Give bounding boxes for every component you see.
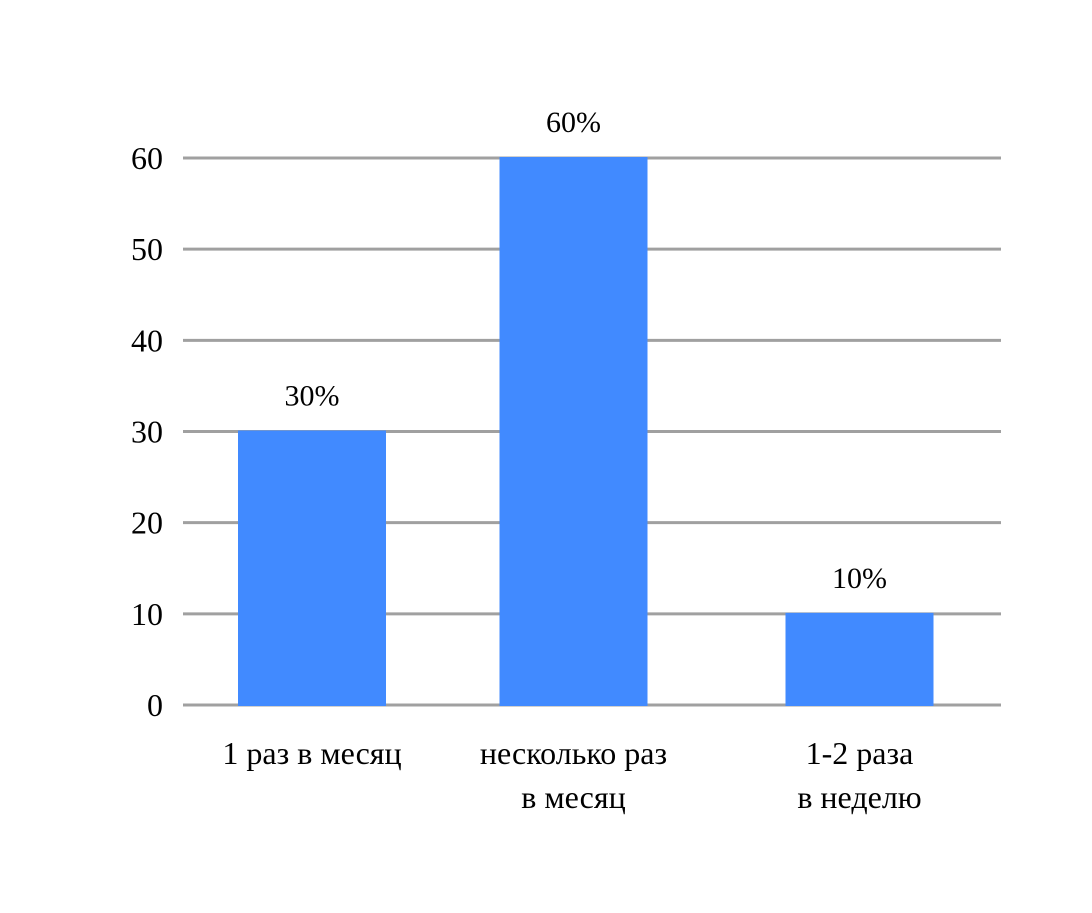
bars [238,157,934,706]
x-tick-label: несколько раз [480,735,667,771]
bar [785,612,934,706]
y-tick-label: 30 [131,414,163,450]
data-label: 60% [546,106,601,139]
x-tick-label: 1-2 раза [806,735,914,771]
y-tick-label: 40 [131,322,163,358]
y-tick-label: 0 [147,687,163,723]
data-label: 10% [832,562,887,595]
y-tick-label: 50 [131,231,163,267]
x-tick-label: 1 раз в месяц [222,735,401,771]
data-label: 30% [285,380,340,413]
x-tick-label: в месяц [521,779,625,815]
x-tick-label: в неделю [797,779,921,815]
y-tick-label: 10 [131,596,163,632]
y-tick-label: 60 [131,140,163,176]
x-axis-ticks: 1 раз в месяц несколько раз в месяц 1-2 раз… [222,735,921,815]
bar [238,430,386,706]
bar [499,157,648,706]
y-axis-ticks: 0 10 20 30 40 50 60 [131,140,163,723]
data-labels: 30% 60% 10% [285,106,888,595]
y-tick-label: 20 [131,505,163,541]
